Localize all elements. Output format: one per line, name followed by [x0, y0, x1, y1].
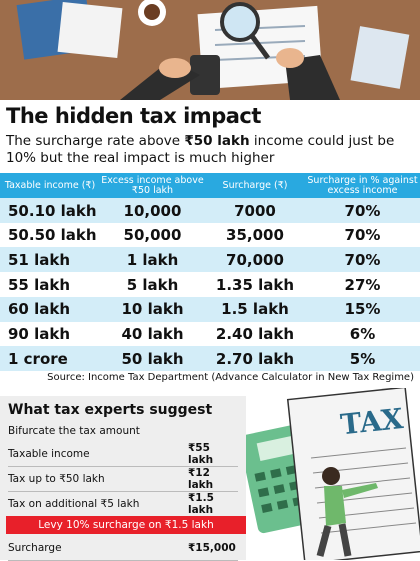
table-cell: 15% — [344, 300, 381, 319]
column-header: Surcharge in % against excess income — [307, 174, 418, 196]
source: Source: Income Tax Department (Advance C… — [47, 372, 414, 383]
table-cell: 50.50 lakh — [8, 226, 97, 245]
table-cell: 1.5 lakh — [221, 300, 289, 319]
row-value: ₹55 lakh — [188, 442, 214, 466]
row-label: Taxable income — [8, 448, 90, 460]
row-label: Surcharge — [8, 542, 62, 554]
table-cell: 6% — [349, 325, 376, 343]
table-cell: 50,000 — [123, 226, 182, 245]
table-cell: 7000 — [234, 201, 276, 220]
subtitle-emphasis: ₹50 lakh — [184, 133, 250, 149]
column-header: Excess income above ₹50 lakh — [101, 174, 204, 196]
svg-text:TAX: TAX — [339, 402, 405, 441]
table-cell: 10 lakh — [121, 300, 184, 319]
table-row: 90 lakh 40 lakh 2.40 lakh 6% — [0, 322, 420, 347]
table-cell: 70% — [344, 250, 381, 269]
suggestion-row: Tax on additional ₹5 lakh ₹1.5 lakh — [8, 492, 238, 517]
row-value: ₹15,000 — [188, 542, 236, 554]
row-value: ₹1.5 lakh — [188, 492, 214, 516]
table-cell: 70% — [344, 201, 381, 220]
panel-title: What tax experts suggest — [8, 402, 213, 418]
table-row: 50.50 lakh 50,000 35,000 70% — [0, 223, 420, 248]
subtitle-text: income could just be 10% but the real im… — [6, 133, 395, 166]
table-cell: 2.40 lakh — [215, 325, 295, 343]
subtitle-text: The surcharge rate above — [6, 133, 185, 149]
column-header: Taxable income (₹) — [4, 179, 96, 191]
table-cell: 70,000 — [226, 250, 284, 269]
table-cell: 5% — [349, 349, 376, 368]
table-cell: 2.70 lakh — [215, 349, 295, 368]
table-row: 55 lakh 5 lakh 1.35 lakh 27% — [0, 272, 420, 297]
panel-subtitle: Bifurcate the tax amount — [8, 425, 140, 437]
table-cell: 70% — [344, 226, 381, 245]
suggestion-row: Tax up to ₹50 lakh ₹12 lakh — [8, 467, 238, 492]
title: The hidden tax impact — [6, 104, 261, 128]
table-cell: 50.10 lakh — [8, 201, 97, 220]
table-row: 50.10 lakh 10,000 7000 70% — [0, 198, 420, 223]
table-cell: 1 crore — [8, 349, 68, 368]
column-header: Surcharge (₹) — [222, 179, 288, 191]
tax-illustration: TAX — [246, 388, 420, 560]
suggestion-row: Surcharge ₹15,000 — [8, 536, 238, 561]
table-row: 60 lakh 10 lakh 1.5 lakh 15% — [0, 296, 420, 322]
table-row: 1 crore 50 lakh 2.70 lakh 5% — [0, 346, 420, 372]
highlight: Levy 10% surcharge on ₹1.5 lakh — [6, 516, 246, 534]
table-cell: 35,000 — [226, 226, 284, 245]
table-cell: 51 lakh — [8, 250, 71, 269]
suggestion-row: Taxable income ₹55 lakh — [8, 442, 238, 467]
table-cell: 90 lakh — [8, 325, 71, 343]
row-label: Tax up to ₹50 lakh — [8, 473, 105, 485]
table-header: Taxable income (₹) Excess income above ₹5… — [0, 173, 420, 198]
row-label: Tax on additional ₹5 lakh — [8, 498, 140, 510]
table-cell: 5 lakh — [126, 275, 179, 294]
header-illustration — [0, 0, 420, 100]
table-cell: 1 lakh — [126, 250, 179, 269]
table-cell: 55 lakh — [8, 275, 71, 294]
table-cell: 40 lakh — [121, 325, 184, 343]
table-cell: 50 lakh — [121, 349, 184, 368]
table-cell: 1.35 lakh — [215, 275, 295, 294]
row-value: ₹12 lakh — [188, 467, 214, 491]
table-cell: 60 lakh — [8, 300, 71, 319]
table-cell: 10,000 — [123, 201, 182, 220]
table-row: 51 lakh 1 lakh 70,000 70% — [0, 247, 420, 273]
subtitle: The surcharge rate above ₹50 lakh income… — [6, 133, 416, 167]
table-cell: 27% — [344, 275, 381, 294]
